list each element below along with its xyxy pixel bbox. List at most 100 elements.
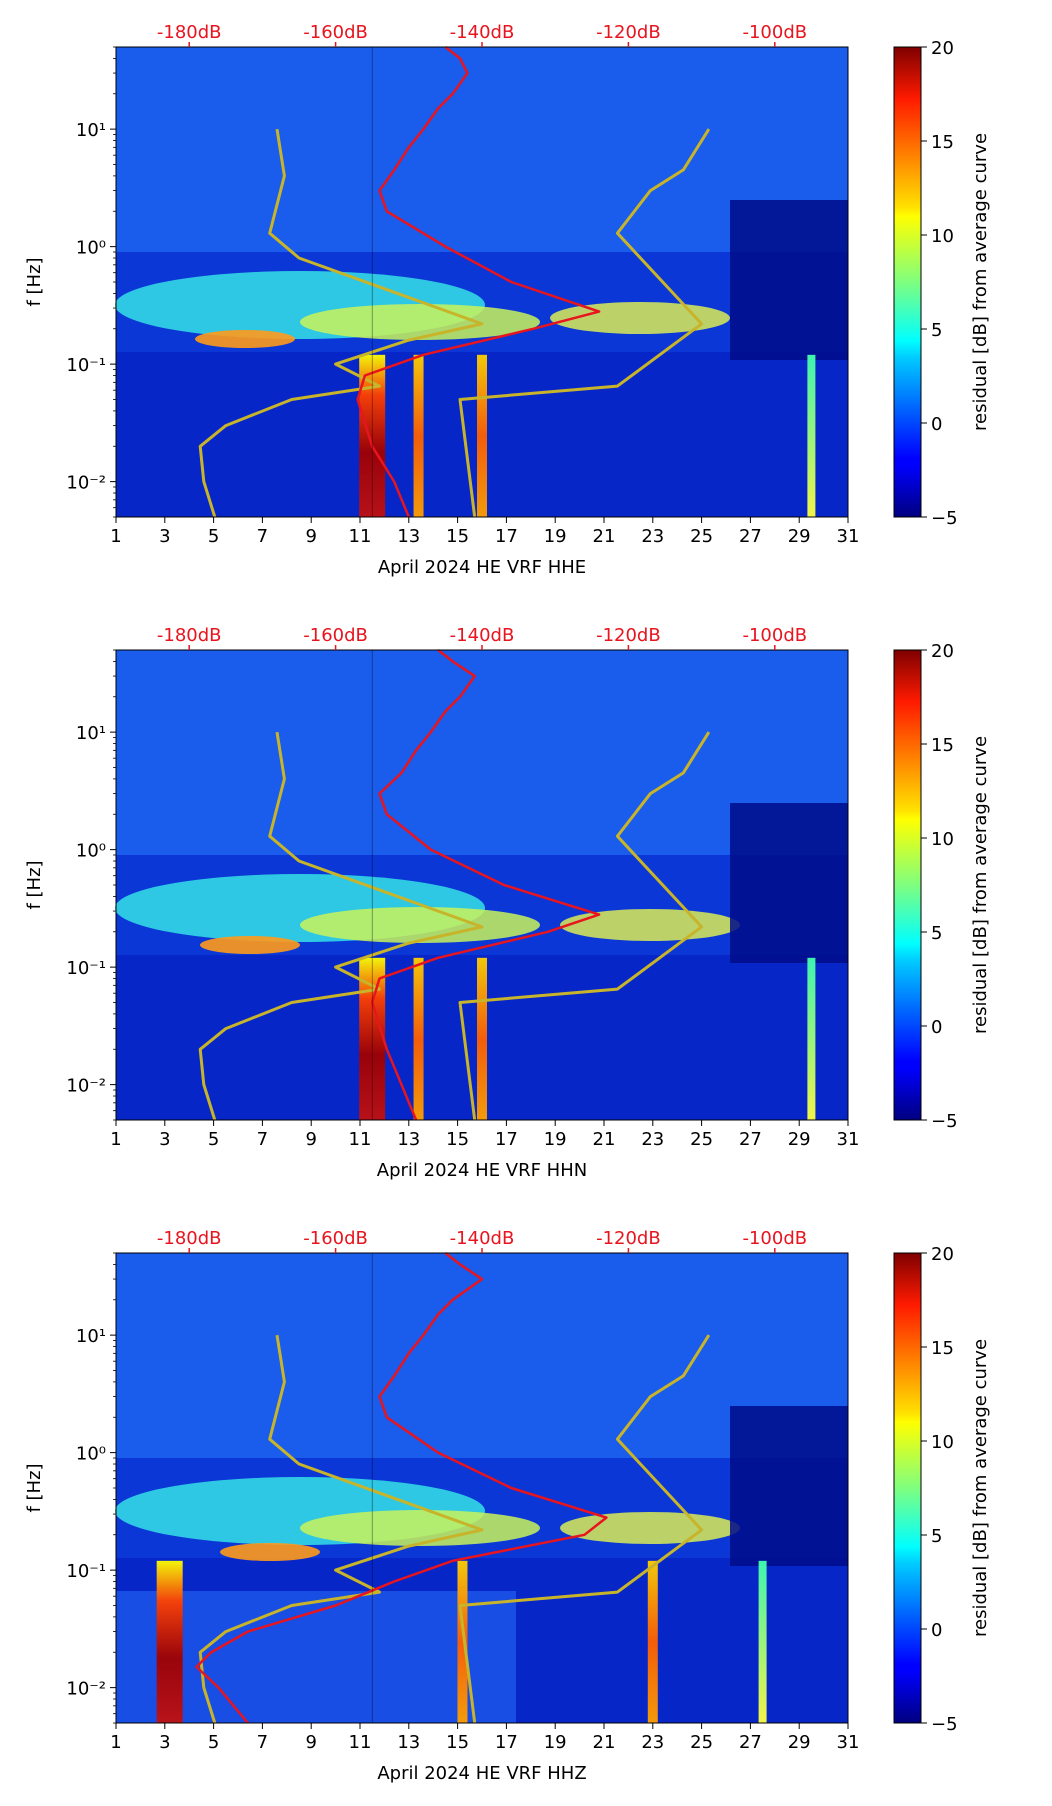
colorbar-tick-label: 15	[931, 1338, 954, 1359]
x-tick-label: 19	[544, 526, 567, 547]
y-tick-label: 10¹	[76, 723, 106, 744]
panel-hhn: 1 3 5 7 9 11 13 15 17 19 21 23 25 27 29 3110⁻²10⁻¹10⁰10…	[24, 625, 991, 1181]
x-tick-label: 29	[788, 1732, 811, 1753]
y-tick-label: 10¹	[76, 1326, 106, 1347]
high-noise-model-line	[458, 731, 711, 1121]
colorbar-tick-label: 5	[931, 923, 942, 944]
x-tick-label: 25	[690, 1129, 713, 1150]
top-tick-label: -140dB	[450, 1228, 515, 1249]
x-tick-label: 13	[397, 1732, 420, 1753]
x-tick-label: 19	[544, 1129, 567, 1150]
y-tick-label: 10⁰	[76, 1444, 106, 1465]
mean-psd-line	[195, 1252, 608, 1724]
microseism-energy	[300, 907, 540, 943]
colorbar-label: residual [dB] from average curve	[970, 133, 991, 431]
x-tick-label: 31	[837, 1732, 860, 1753]
colorbar-tick-label: 5	[931, 1526, 942, 1547]
colorbar-label: residual [dB] from average curve	[970, 736, 991, 1034]
top-tick-label: -120dB	[596, 22, 661, 43]
low-noise-model-line	[198, 128, 484, 518]
colorbar: −5 0 5 10 15 20 residual [dB] from average cur…	[893, 641, 991, 1132]
noise-day-band	[477, 957, 487, 1120]
panel-hhe: 1 3 5 7 9 11 13 15 17 19 21 23 25 27 29 3110⁻²10⁻¹10⁰10…	[24, 22, 991, 578]
quiet-days-region	[730, 1406, 848, 1566]
x-tick-label: 15	[446, 1129, 469, 1150]
colorbar-tick-label: 20	[931, 1244, 954, 1265]
y-axis-label: f [Hz]	[24, 1463, 45, 1512]
colorbar-tick-label: 5	[931, 320, 942, 341]
x-tick-label: 5	[208, 1129, 219, 1150]
high-noise-model-line	[458, 128, 711, 518]
top-tick-label: -160dB	[303, 22, 368, 43]
x-tick-label: 15	[446, 526, 469, 547]
top-tick-label: -140dB	[450, 625, 515, 646]
x-tick-label: 27	[739, 1129, 762, 1150]
x-tick-label: 7	[257, 1732, 268, 1753]
curves-layer	[195, 1252, 711, 1724]
x-tick-label: 9	[305, 1732, 316, 1753]
top-tick-label: -160dB	[303, 625, 368, 646]
spectrogram-heatmap	[115, 47, 848, 517]
x-tick-label: 19	[544, 1732, 567, 1753]
colorbar-tick-label: −5	[931, 1714, 958, 1735]
x-tick-label: 17	[495, 1129, 518, 1150]
colorbar-label: residual [dB] from average curve	[970, 1339, 991, 1637]
x-tick-label: 25	[690, 526, 713, 547]
colorbar-tick-label: 15	[931, 132, 954, 153]
colorbar-tick-label: 10	[931, 829, 954, 850]
y-tick-label: 10⁻²	[66, 1076, 106, 1097]
colorbar-gradient	[893, 1252, 922, 1724]
quiet-days-region	[730, 803, 848, 963]
mean-psd-line	[370, 649, 601, 1121]
colorbar-tick-label: 20	[931, 38, 954, 59]
colorbar: −5 0 5 10 15 20 residual [dB] from average cur…	[893, 1244, 991, 1735]
x-tick-label: 3	[159, 526, 170, 547]
x-tick-label: 5	[208, 1732, 219, 1753]
curves-layer	[198, 46, 711, 518]
top-tick-label: -100dB	[742, 22, 807, 43]
x-tick-label: 17	[495, 526, 518, 547]
x-tick-label: 15	[446, 1732, 469, 1753]
y-tick-label: 10⁻²	[66, 473, 106, 494]
x-tick-label: 29	[788, 1129, 811, 1150]
microseism-energy	[200, 936, 300, 954]
colorbar-tick-label: −5	[931, 508, 958, 529]
colorbar-tick-label: 0	[931, 1620, 942, 1641]
y-tick-label: 10⁻²	[66, 1679, 106, 1700]
noise-day-band	[413, 354, 424, 517]
noise-day-band	[758, 1560, 767, 1723]
y-axis-label: f [Hz]	[24, 860, 45, 909]
top-tick-label: -100dB	[742, 625, 807, 646]
x-tick-label: 9	[305, 1129, 316, 1150]
high-frequency-noise-band	[116, 1253, 848, 1458]
top-tick-label: -140dB	[450, 22, 515, 43]
spectrogram-heatmap	[115, 1253, 848, 1723]
y-tick-label: 10⁻¹	[66, 958, 106, 979]
axes-layer: 1 3 5 7 9 11 13 15 17 19 21 23 25 27 29 3110⁻²10⁻¹10⁰10…	[66, 22, 859, 547]
y-tick-label: 10⁰	[76, 841, 106, 862]
high-frequency-noise-band	[116, 47, 848, 252]
x-tick-label: 25	[690, 1732, 713, 1753]
colorbar-tick-label: −5	[931, 1111, 958, 1132]
x-tick-label: 1	[110, 1129, 121, 1150]
microseism-energy	[560, 909, 740, 941]
axes-layer: 1 3 5 7 9 11 13 15 17 19 21 23 25 27 29 3110⁻²10⁻¹10⁰10…	[66, 1228, 859, 1753]
y-tick-label: 10⁻¹	[66, 1561, 106, 1582]
top-tick-label: -180dB	[157, 22, 222, 43]
x-tick-label: 23	[641, 526, 664, 547]
x-tick-label: 9	[305, 526, 316, 547]
top-tick-label: -180dB	[157, 625, 222, 646]
axes-layer: 1 3 5 7 9 11 13 15 17 19 21 23 25 27 29 3110⁻²10⁻¹10⁰10…	[66, 625, 859, 1150]
low-noise-model-line	[198, 1334, 484, 1724]
noise-day-band	[647, 1560, 658, 1723]
panel-hhz: 1 3 5 7 9 11 13 15 17 19 21 23 25 27 29 3110⁻²10⁻¹10⁰10…	[24, 1228, 991, 1784]
colorbar-tick-label: 20	[931, 641, 954, 662]
noise-day-band	[413, 957, 424, 1120]
noise-day-band	[477, 354, 487, 517]
top-tick-label: -120dB	[596, 625, 661, 646]
x-tick-label: 31	[837, 526, 860, 547]
y-tick-label: 10¹	[76, 120, 106, 141]
low-noise-model-line	[198, 731, 484, 1121]
x-tick-label: 5	[208, 526, 219, 547]
